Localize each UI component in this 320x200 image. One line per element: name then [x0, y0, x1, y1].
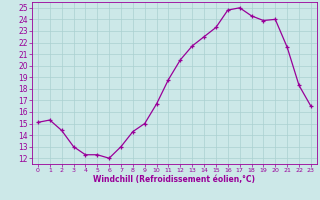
X-axis label: Windchill (Refroidissement éolien,°C): Windchill (Refroidissement éolien,°C) — [93, 175, 255, 184]
